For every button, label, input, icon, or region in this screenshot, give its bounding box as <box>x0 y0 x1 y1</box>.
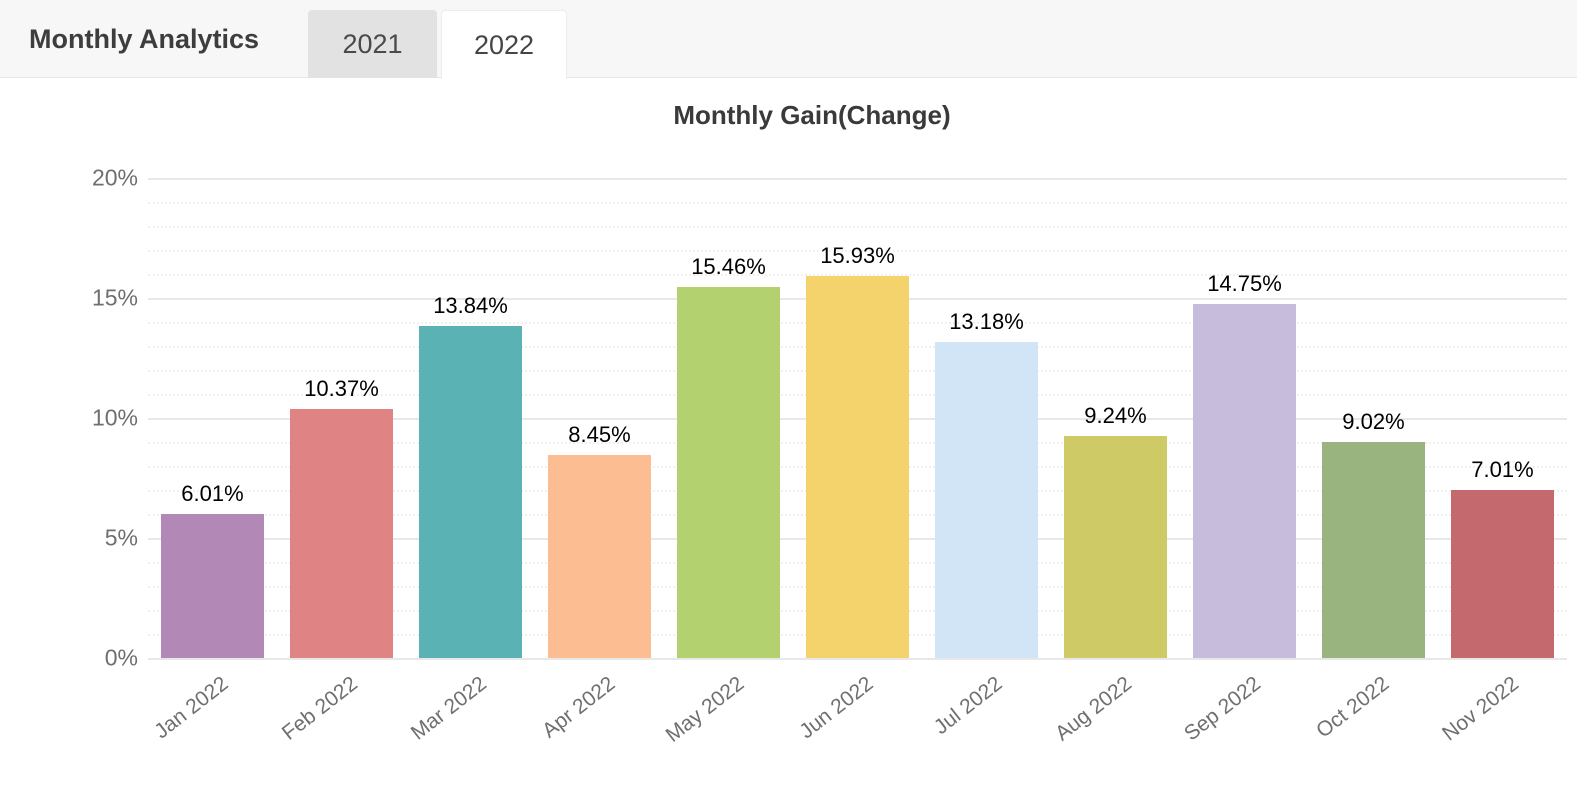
bar-value-apr-2022: 8.45% <box>568 422 631 448</box>
gridline-minor <box>148 226 1567 228</box>
bar-chart: Monthly Gain(Change) 0% 5% 10% 15% 20% 6.01% J… <box>0 79 1577 807</box>
bar-jun-2022[interactable] <box>806 275 909 658</box>
gridline-minor <box>148 202 1567 204</box>
x-axis-label-sep-2022: Sep 2022 <box>1179 672 1265 746</box>
gridline-minor <box>148 274 1567 276</box>
x-axis-label-jun-2022: Jun 2022 <box>795 672 878 744</box>
x-axis-label-apr-2022: Apr 2022 <box>538 672 620 743</box>
x-axis-label-jan-2022: Jan 2022 <box>150 672 233 744</box>
bar-value-jun-2022: 15.93% <box>820 242 895 268</box>
bar-value-jul-2022: 13.18% <box>949 308 1024 334</box>
bar-value-mar-2022: 13.84% <box>433 292 508 318</box>
bar-feb-2022[interactable] <box>290 409 393 658</box>
bar-mar-2022[interactable] <box>419 325 522 658</box>
bar-oct-2022[interactable] <box>1322 441 1425 658</box>
bar-sep-2022[interactable] <box>1193 304 1296 658</box>
x-axis-label-jul-2022: Jul 2022 <box>929 672 1007 740</box>
x-axis-label-may-2022: May 2022 <box>661 672 749 747</box>
x-axis-label-feb-2022: Feb 2022 <box>277 672 362 745</box>
y-axis-label: 0% <box>104 644 138 671</box>
bar-value-may-2022: 15.46% <box>691 253 766 279</box>
bar-value-feb-2022: 10.37% <box>304 376 379 402</box>
bar-jan-2022[interactable] <box>161 513 264 658</box>
gridline-major <box>148 178 1567 180</box>
chart-title: Monthly Gain(Change) <box>673 100 951 130</box>
bar-jul-2022[interactable] <box>935 341 1038 658</box>
bar-value-sep-2022: 14.75% <box>1207 271 1282 296</box>
tab-2021[interactable]: 2021 <box>308 10 437 78</box>
y-axis-label: 5% <box>104 524 138 551</box>
bar-aug-2022[interactable] <box>1064 436 1167 658</box>
bar-value-jan-2022: 6.01% <box>181 480 244 506</box>
x-axis-label-nov-2022: Nov 2022 <box>1437 672 1523 746</box>
header: Monthly Analytics 2021 2022 <box>0 0 1577 79</box>
x-axis-label-mar-2022: Mar 2022 <box>406 672 491 745</box>
x-axis-label-aug-2022: Aug 2022 <box>1050 672 1136 746</box>
bar-nov-2022[interactable] <box>1451 489 1554 658</box>
bar-value-nov-2022: 7.01% <box>1471 456 1534 482</box>
gridline-minor <box>148 250 1567 252</box>
tab-2022[interactable]: 2022 <box>441 10 567 79</box>
bar-may-2022[interactable] <box>677 286 780 658</box>
page-title: Monthly Analytics <box>29 24 260 54</box>
gridline-major <box>148 658 1567 660</box>
x-axis-label-oct-2022: Oct 2022 <box>1312 672 1394 743</box>
y-axis-label: 20% <box>91 164 138 191</box>
bar-value-oct-2022: 9.02% <box>1342 408 1405 434</box>
y-axis-label: 10% <box>91 404 138 431</box>
bar-apr-2022[interactable] <box>548 455 651 658</box>
bar-value-aug-2022: 9.24% <box>1084 403 1147 429</box>
y-axis-label: 15% <box>91 284 138 311</box>
